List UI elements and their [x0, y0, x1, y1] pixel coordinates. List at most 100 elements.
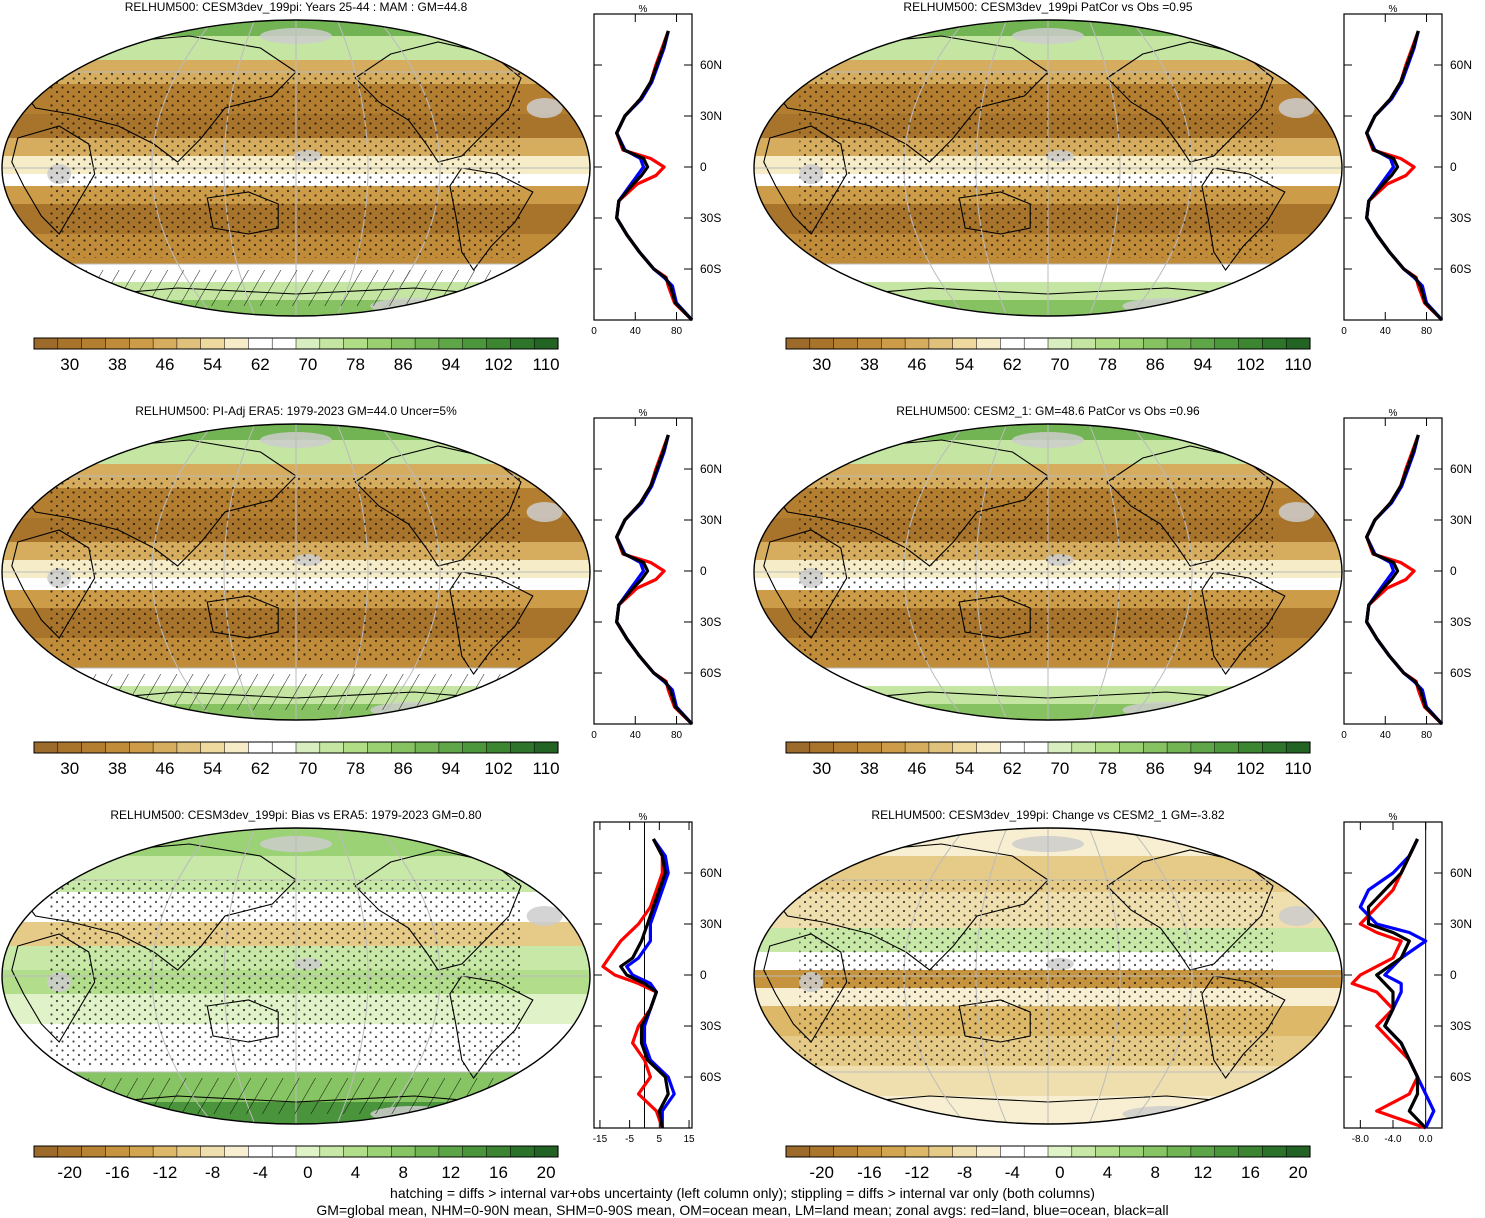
panel-p6: RELHUM500: CESM3dev_199pi: Change vs CES… — [753, 808, 1472, 1182]
colorbar-cell-8 — [976, 1145, 1001, 1158]
profile-xtick-label: 40 — [1380, 730, 1392, 741]
profile-series-black=all — [1365, 434, 1444, 726]
colorbar-cell-2 — [833, 741, 859, 754]
profile-xtick-label: -8.0 — [1352, 1134, 1370, 1145]
profile-series-black=all — [1366, 838, 1427, 1130]
colorbar-cell-1 — [809, 741, 835, 754]
land-mask-1 — [526, 502, 563, 522]
colorbar-cell-5 — [152, 1145, 178, 1158]
profile-ytick-label: 30S — [700, 615, 721, 629]
colorbar-label: 86 — [1146, 759, 1165, 778]
colorbar-cell-0 — [785, 337, 811, 350]
panel-title: RELHUM500: CESM3dev_199pi: Change vs CES… — [871, 808, 1225, 822]
colorbar-cell-8 — [224, 741, 249, 754]
colorbar-cell-10 — [1023, 337, 1049, 350]
profile-xtick-label: 80 — [671, 730, 683, 741]
profile-ytick-label: 30S — [1450, 211, 1471, 225]
profile-ytick-label: 60S — [1450, 1070, 1471, 1084]
profile-series-black=all — [615, 434, 694, 726]
colorbar-label: -8 — [205, 1163, 220, 1182]
profile-xtick-label: 15 — [683, 1134, 695, 1145]
colorbar-cell-6 — [928, 741, 954, 754]
panel-title: RELHUM500: CESM3dev_199pi: Bias vs ERA5:… — [110, 808, 482, 822]
colorbar-cell-2 — [81, 741, 107, 754]
colorbar-cell-20 — [510, 741, 535, 754]
colorbar-cell-7 — [200, 741, 226, 754]
colorbar-label: 16 — [1241, 1163, 1260, 1182]
colorbar-cell-9 — [1000, 1145, 1025, 1158]
profile-series-black=all — [619, 838, 670, 1129]
colorbar-label: -12 — [905, 1163, 930, 1182]
profile-ytick-label: 60N — [700, 866, 722, 880]
colorbar-label: 38 — [108, 355, 127, 374]
land-mask-4 — [1122, 702, 1211, 718]
colorbar-cell-11 — [1047, 337, 1073, 350]
profile-ytick-label: 30S — [1450, 1019, 1471, 1033]
colorbar-frame — [785, 741, 1311, 754]
colorbar-label: 38 — [860, 355, 879, 374]
colorbar-cell-7 — [200, 337, 226, 350]
map-field — [2, 828, 590, 1124]
coastline-greenland — [508, 837, 552, 866]
colorbar-cell-12 — [319, 1145, 345, 1158]
colorbar-label: -20 — [57, 1163, 82, 1182]
panel-title: RELHUM500: PI-Adj ERA5: 1979-2023 GM=44.… — [135, 404, 457, 418]
colorbar-cell-11 — [295, 741, 321, 754]
colorbar-label: -4 — [253, 1163, 268, 1182]
land-mask-4 — [1122, 1106, 1211, 1122]
colorbar-cell-0 — [785, 1145, 811, 1158]
colorbar-cell-0 — [785, 741, 811, 754]
profile-ytick-label: 30N — [700, 109, 722, 123]
colorbar-cell-11 — [1047, 741, 1073, 754]
profile-xtick-label: 0 — [591, 326, 597, 337]
hatching — [2, 270, 590, 306]
colorbar-label: 70 — [1050, 759, 1069, 778]
coastline-greenland — [1260, 29, 1304, 58]
colorbar-cell-21 — [1285, 337, 1311, 350]
colorbar-cell-9 — [248, 1145, 273, 1158]
profile-ytick-label: 30N — [700, 513, 722, 527]
colorbar-label: 110 — [1285, 355, 1312, 374]
profile-series-red=land — [601, 838, 664, 1129]
colorbar-label: 38 — [108, 759, 127, 778]
colorbar-cell-1 — [57, 1145, 83, 1158]
colorbar-cell-12 — [1071, 1145, 1097, 1158]
land-mask-4 — [1122, 298, 1211, 314]
profile-xtick-label: 0 — [1341, 326, 1347, 337]
colorbar-label: 30 — [812, 759, 831, 778]
colorbar-cell-13 — [343, 1145, 369, 1158]
panel-p1: RELHUM500: CESM3dev_199pi: Years 25-44 :… — [1, 0, 722, 374]
colorbar-label: 12 — [441, 1163, 460, 1182]
profile-unit: % — [1389, 4, 1398, 15]
colorbar-label: 16 — [489, 1163, 508, 1182]
colorbar-cell-14 — [367, 741, 392, 754]
profile-series-black=all — [1365, 30, 1444, 322]
colorbar-label: 110 — [1285, 759, 1312, 778]
colorbar-cell-16 — [1166, 741, 1192, 754]
profile-ytick-label: 60N — [700, 462, 722, 476]
footer-line-2: GM=global mean, NHM=0-90N mean, SHM=0-90… — [316, 1202, 1169, 1218]
coastline-greenland — [508, 433, 552, 462]
colorbar-cell-21 — [533, 1145, 559, 1158]
colorbar-cell-13 — [1095, 1145, 1121, 1158]
colorbar-frame — [785, 337, 1311, 350]
colorbar-cell-13 — [1095, 741, 1121, 754]
stippling — [799, 880, 1273, 1066]
colorbar-frame — [33, 741, 559, 754]
colorbar-cell-7 — [200, 1145, 226, 1158]
stippling — [47, 476, 521, 662]
colorbar-cell-17 — [1190, 741, 1216, 754]
colorbar-cell-15 — [1143, 337, 1168, 350]
colorbar-cell-3 — [857, 741, 882, 754]
profile-xtick-label: 80 — [1421, 326, 1433, 337]
colorbar-cell-1 — [57, 741, 83, 754]
stippling — [47, 880, 521, 1066]
colorbar-cell-11 — [1047, 1145, 1073, 1158]
stippling — [799, 72, 1273, 258]
map-outline — [1, 19, 591, 317]
colorbar-cell-4 — [129, 337, 154, 350]
colorbar-cell-21 — [1285, 1145, 1311, 1158]
colorbar-cell-20 — [1262, 1145, 1287, 1158]
colorbar-cell-15 — [391, 1145, 416, 1158]
